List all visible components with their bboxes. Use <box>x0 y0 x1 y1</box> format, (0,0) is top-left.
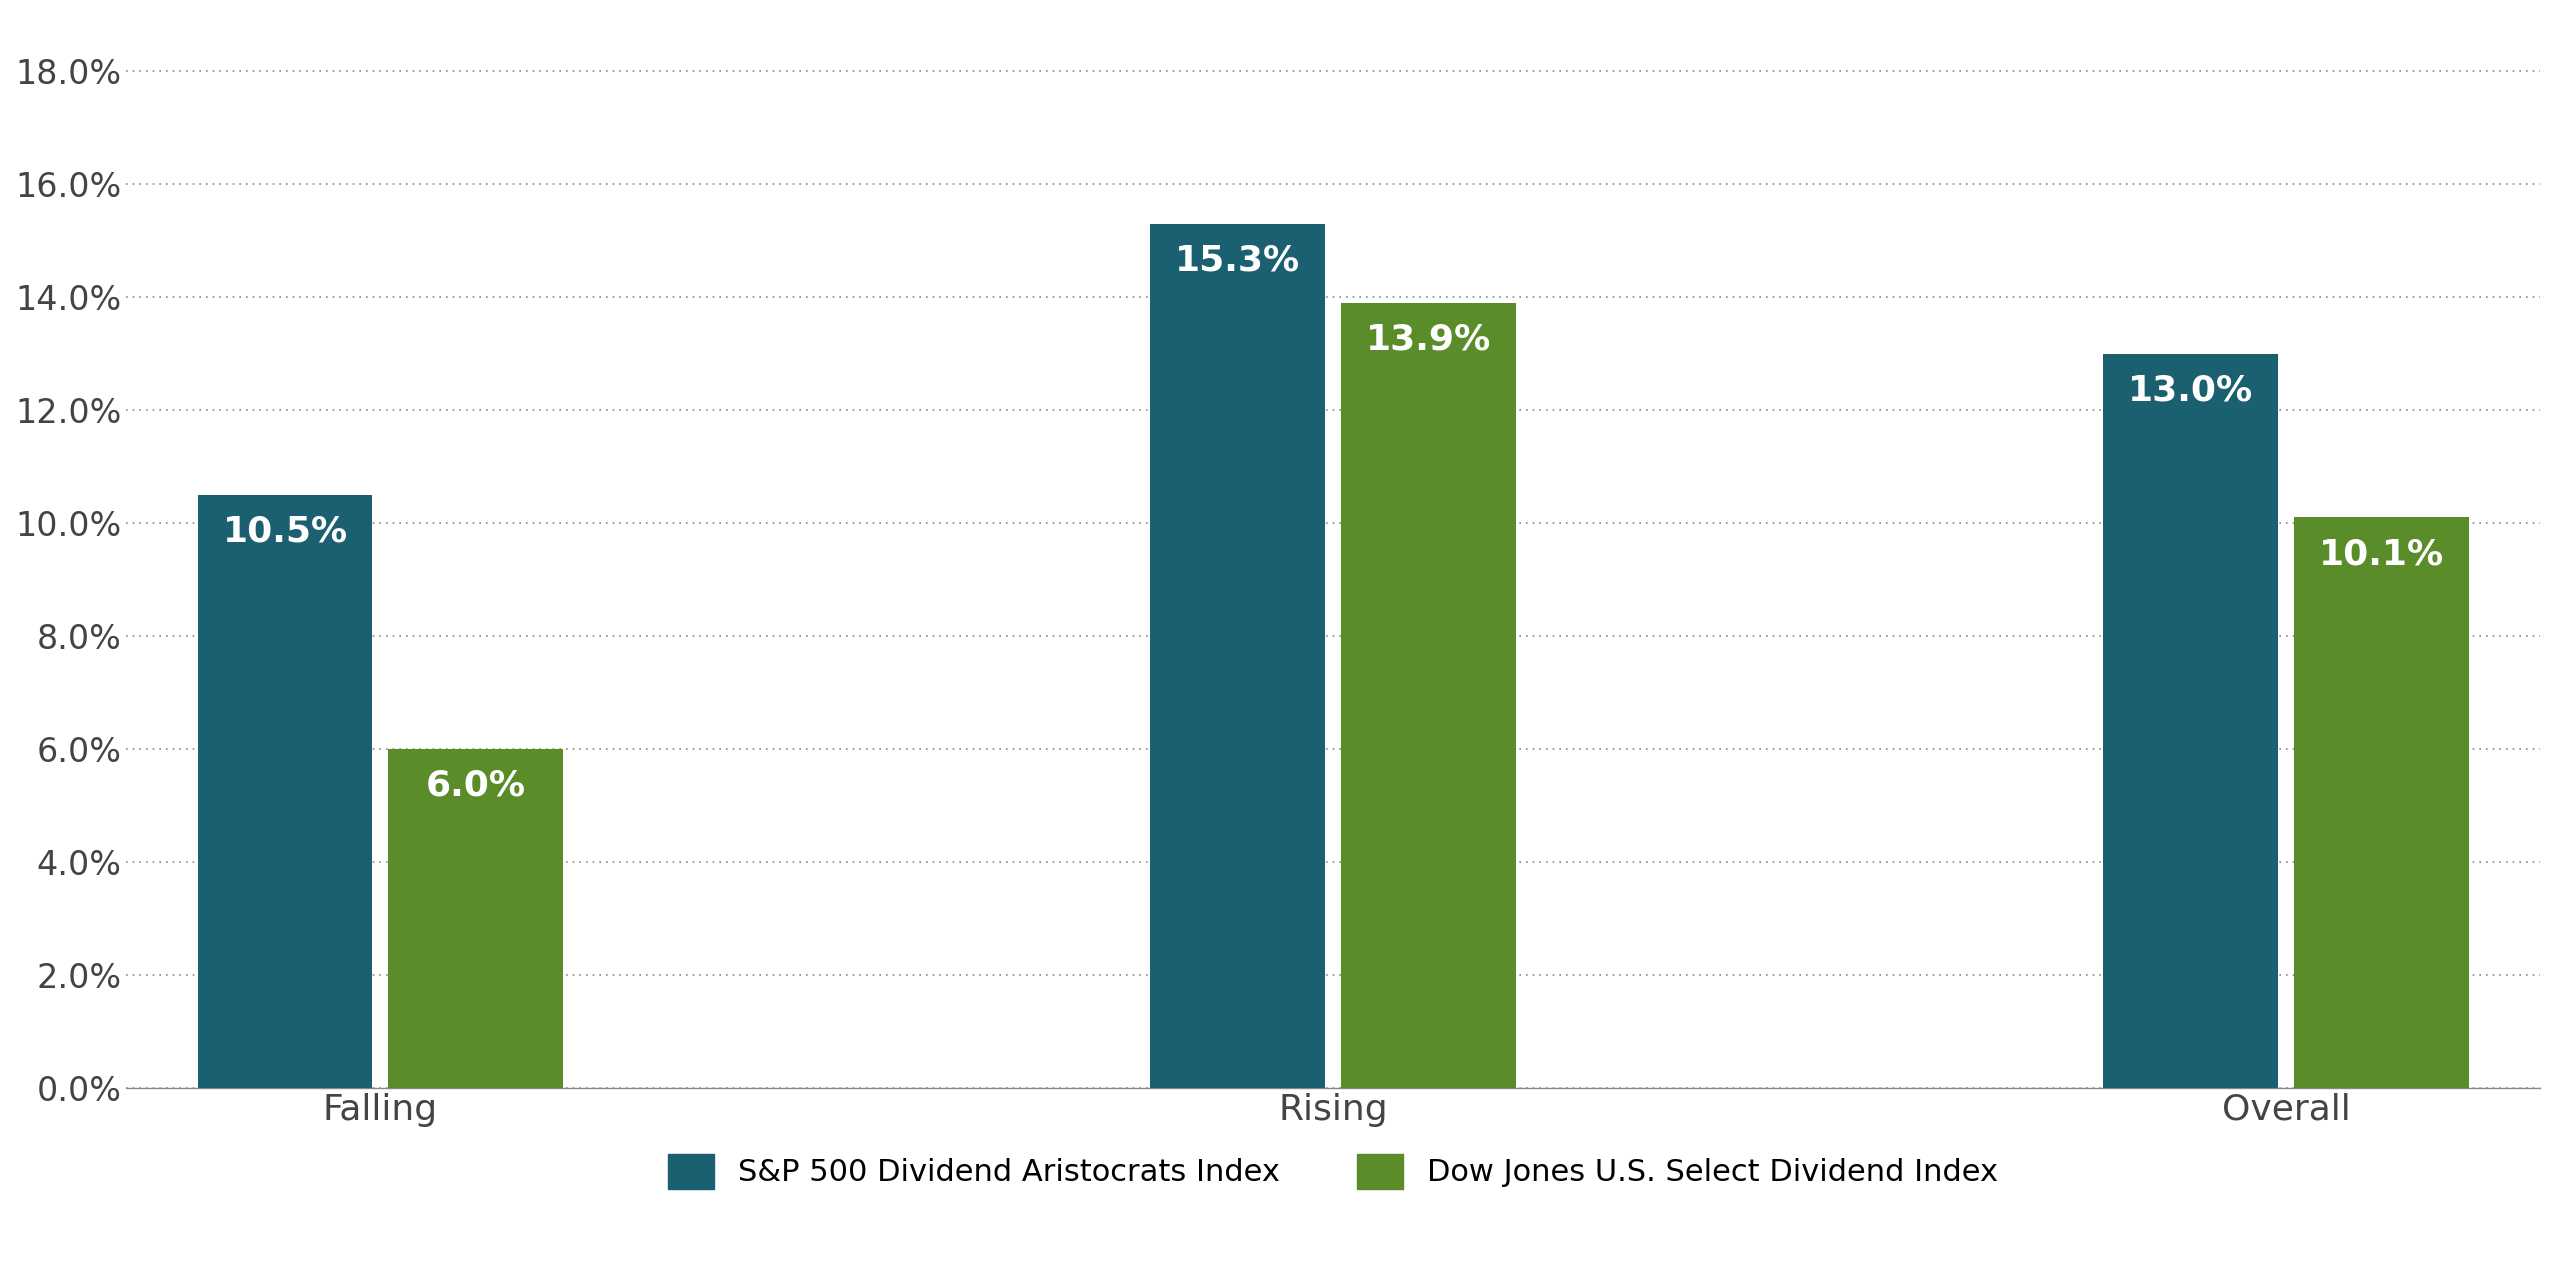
Bar <box>2294 517 2468 1088</box>
Bar <box>1150 225 1326 1088</box>
Text: 10.5%: 10.5% <box>222 514 347 549</box>
Text: 13.9%: 13.9% <box>1367 323 1492 357</box>
Bar <box>388 749 562 1088</box>
Bar <box>1341 303 1515 1088</box>
Text: 10.1%: 10.1% <box>2317 538 2443 571</box>
Bar <box>197 495 373 1088</box>
Text: 15.3%: 15.3% <box>1175 244 1300 277</box>
Legend: S&P 500 Dividend Aristocrats Index, Dow Jones U.S. Select Dividend Index: S&P 500 Dividend Aristocrats Index, Dow … <box>657 1142 2011 1201</box>
Bar <box>2103 354 2279 1088</box>
Text: 13.0%: 13.0% <box>2128 373 2254 408</box>
Text: 6.0%: 6.0% <box>427 769 526 803</box>
